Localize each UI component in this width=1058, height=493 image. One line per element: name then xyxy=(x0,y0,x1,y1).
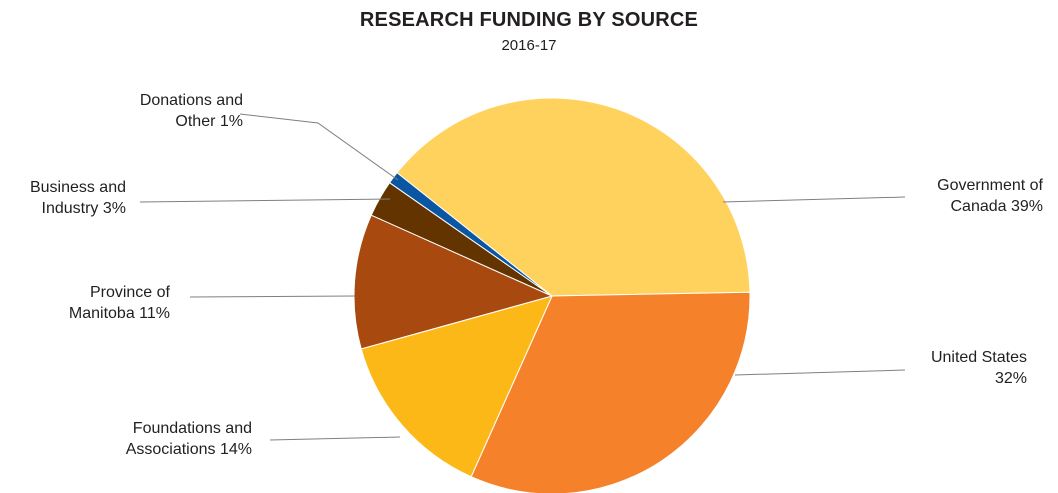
leader-line xyxy=(239,113,399,181)
slice-label-line: United States xyxy=(931,349,1027,366)
slice-label: Government of Canada 39% xyxy=(937,177,1043,215)
leader-line xyxy=(269,436,401,441)
slice-label-line: Government of xyxy=(937,177,1043,194)
pie-slices xyxy=(353,97,751,493)
pie-slice xyxy=(470,291,751,493)
slice-label-line: Donations and xyxy=(140,92,243,109)
slice-label: Business and Industry 3% xyxy=(30,179,126,217)
leader-lines xyxy=(139,113,906,441)
slice-label: Donations and Other 1% xyxy=(140,92,243,130)
slice-labels: Government of Canada 39% United States 32% F… xyxy=(30,92,1044,458)
slice-label: Foundations and Associations 14% xyxy=(126,420,252,458)
leader-line xyxy=(734,369,906,376)
pie-slice xyxy=(360,295,553,478)
leader-line xyxy=(139,198,391,203)
slice-label-line: Province of xyxy=(90,284,171,301)
slice-label: United States 32% xyxy=(931,349,1027,387)
chart-title: RESEARCH FUNDING BY SOURCE xyxy=(359,9,699,31)
slice-label-line: Associations 14% xyxy=(126,441,252,458)
leader-line xyxy=(722,196,906,203)
slice-label-line: Industry 3% xyxy=(42,200,126,217)
pie-slice xyxy=(396,97,751,297)
leader-line xyxy=(189,295,356,298)
slice-label-line: Manitoba 11% xyxy=(69,305,170,322)
slice-label-line: Canada 39% xyxy=(950,198,1043,215)
pie-slice xyxy=(353,214,554,350)
slice-label: Province of Manitoba 11% xyxy=(69,284,171,322)
slice-label-line: Foundations and xyxy=(133,420,252,437)
slice-label-line: Other 1% xyxy=(175,113,243,130)
slice-label-line: 32% xyxy=(995,370,1027,387)
pie-slice xyxy=(388,172,553,297)
chart-subtitle: 2016-17 xyxy=(501,37,557,54)
slice-label-line: Business and xyxy=(30,179,126,196)
